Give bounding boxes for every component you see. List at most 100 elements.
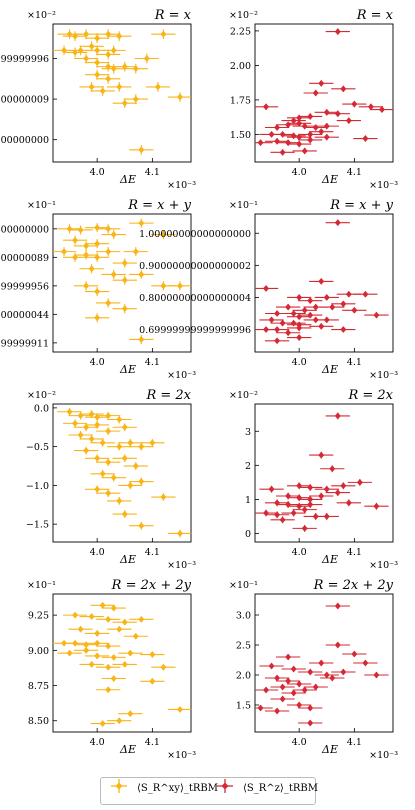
data-point [331,668,356,676]
x-multiplier: ×10⁻³ [369,560,398,571]
point-marker [94,652,101,660]
data-point [331,300,356,308]
y-tick-label: 2 [245,461,251,472]
data-point [264,124,290,131]
data-point [85,485,110,494]
data-point [101,63,126,74]
data-point [292,306,317,314]
point-marker [263,285,270,292]
point-marker [318,322,325,330]
y-tick-label: 1.324999999999999956 [0,281,49,292]
data-point [270,516,295,524]
y-multiplier: ×10⁻¹ [229,580,258,591]
data-point [298,719,323,727]
y-tick-label: 0 [245,529,251,540]
data-point [255,103,279,111]
y-tick-label: 1.00000000000000000 [139,229,251,240]
x-multiplier: ×10⁻³ [167,180,196,191]
point-marker [307,311,314,319]
data-point [101,675,126,682]
x-axis-label: ΔE [119,743,136,756]
x-axis-label: ΔE [321,173,338,186]
data-point [107,442,132,451]
data-point [96,458,121,467]
point-marker [318,492,325,500]
chart-panel-3: R = x + y 4.0 4.1 1.274999999999999911 1.300… [0,198,196,381]
point-marker [323,122,330,130]
data-point [62,31,88,42]
x-axis-label: ΔE [119,363,136,376]
data-point [107,31,132,42]
x-tick-label: 4.0 [292,737,307,748]
data-point [101,45,126,56]
chart-panel-4: R = x + y 4.0 4.1 0.69999999999999996 0.8000… [139,198,398,381]
y-tick-label: 1.60000000000000009 [0,95,49,106]
data-point [369,106,393,113]
data-point [112,258,137,268]
data-point [314,316,339,324]
data-point [129,615,154,623]
data-point [112,423,137,432]
point-marker [268,662,275,670]
data-point [336,117,361,124]
data-point [140,677,165,685]
point-marker [121,618,128,626]
x-tick-label: 4.0 [90,737,105,748]
data-point [325,489,350,496]
point-marker [301,506,308,514]
data-point [85,421,110,429]
data-point [68,625,93,633]
y-tick-label: 9.00 [28,646,49,657]
point-marker [77,625,84,633]
point-marker [290,310,297,317]
x-tick-label: 4.1 [145,167,160,178]
data-point [151,229,176,240]
chart-title: R = x [356,8,394,23]
data-point [331,326,356,333]
data-point [123,632,148,640]
point-marker [105,248,112,256]
point-marker [77,431,84,439]
point-marker [83,646,90,654]
point-marker [99,439,106,447]
data-point [347,478,373,486]
point-marker [160,30,167,38]
legend-label-sz: ⟨S_R^z⟩_tRBM [243,783,318,794]
data-point [107,415,132,424]
data-point [264,499,290,507]
point-marker [121,661,128,668]
point-marker [257,139,264,147]
data-point [79,661,104,668]
point-marker [72,236,79,244]
point-marker [296,680,303,688]
data-point [281,319,306,327]
point-marker [154,83,161,91]
point-marker [345,117,352,124]
data-point [73,446,99,455]
data-point [145,82,171,92]
data-point [167,529,191,538]
point-marker [105,642,112,650]
axes-frame [254,593,394,733]
point-marker [274,124,281,131]
point-marker [116,32,123,40]
axes-frame [254,213,394,353]
data-point [85,239,110,249]
x-tick-label: 4.0 [90,357,105,368]
point-marker [121,259,128,267]
data-point [298,297,323,305]
data-point [281,689,306,697]
point-marker [138,271,145,278]
point-marker [83,282,90,290]
data-point [320,674,345,682]
point-marker [323,513,330,520]
point-marker [116,443,123,451]
y-tick-label: 0.0 [34,403,49,414]
point-marker [312,303,319,311]
data-point [85,313,110,323]
data-point [287,482,312,490]
point-marker [312,89,319,97]
data-point [57,224,82,234]
y-tick-label: 2.00 [230,61,251,72]
